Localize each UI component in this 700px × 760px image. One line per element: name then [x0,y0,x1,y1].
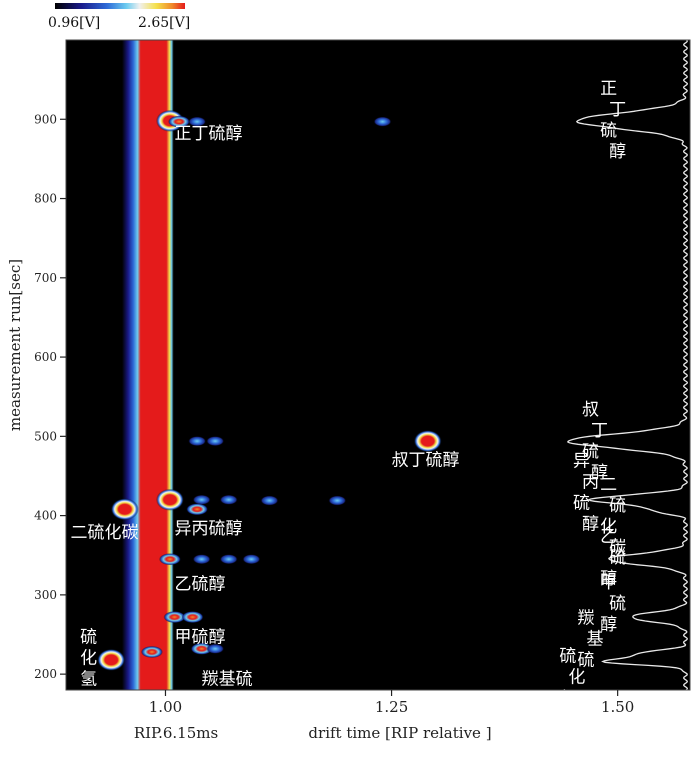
compound-label: 羰基硫 [202,669,253,689]
spectrum-peak-label: 正丁硫醇 [600,79,626,162]
compound-label: 硫化氢 [80,627,97,689]
y-tick-label: 500 [34,429,57,443]
heatmap-spot [219,494,238,505]
x-axis-title: drift time [RIP relative ] [308,724,491,742]
heatmap-spot [163,611,186,624]
heatmap-spot [373,116,392,127]
y-tick-label: 400 [34,509,57,523]
y-tick-label: 700 [34,271,57,285]
y-tick-label: 900 [34,112,57,126]
x-axis-rip-label: RIP.6.15ms [134,724,218,742]
axes: 200 300 400 500 600 700 800 900 1.00 1.25 1.50 [34,39,691,716]
spectrum-peak-label: 甲硫醇 [600,573,626,635]
heatmap-spot [156,488,184,511]
heatmap-spot [168,115,191,128]
spectrum-peak-label: 羰基硫 [578,608,604,670]
heatmap-spot [188,116,207,127]
heatmap-spot [413,430,442,453]
heatmap-spot [206,643,225,654]
heatmap-spot [97,648,126,671]
compound-label: 正丁硫醇 [175,124,243,144]
heatmap-spot [206,436,225,447]
heatmap-spot [242,554,261,565]
heatmap-spot [110,498,139,521]
compound-label: 二硫化碳 [71,523,139,543]
heatmap-spot [188,436,207,447]
compound-label: 甲硫醇 [175,627,226,647]
heatmap-spot [260,495,279,506]
y-tick-label: 200 [34,667,57,681]
heatmap-spot [219,554,238,565]
spectrum-peak-label: 硫化氢 [559,647,585,709]
heatmap-spot [190,642,213,655]
compound-label: 叔丁硫醇 [392,451,460,471]
colorbar-gradient [55,3,185,9]
heatmap-spot [192,494,211,505]
colorbar-min-label: 0.96[V] [48,15,100,31]
heatmap-spot [181,611,204,624]
spectrum-peak-label: 异丙硫醇 [573,451,599,534]
x-tick-label: 1.00 [149,698,182,716]
rip-band [122,40,174,690]
y-tick-label: 300 [34,588,57,602]
y-tick-label: 800 [34,192,57,206]
spectrum-peak-label: 叔丁硫醇 [582,400,608,483]
y-tick-label: 600 [34,350,57,364]
spectrum-trace [566,40,689,690]
compound-label: 乙硫醇 [175,574,226,594]
colorbar: 0.96[V] 2.65[V] [48,3,190,31]
plot-frame [65,39,691,691]
heatmap-spot [140,645,163,658]
heatmap-spot [159,553,181,566]
heatmap-spot [328,495,347,506]
x-tick-label: 1.25 [375,698,408,716]
x-tick-label: 1.50 [601,698,634,716]
compound-label: 异丙硫醇 [175,519,243,539]
heatmap-spot [192,554,211,565]
heatmap-spot [186,503,209,516]
colorbar-max-label: 2.65[V] [138,15,190,31]
spectrum-peak-label: 乙硫醇 [600,527,626,589]
y-axis-title: measurement run[sec] [6,259,24,431]
spectrum-peak-label: 二硫化碳 [600,475,626,558]
